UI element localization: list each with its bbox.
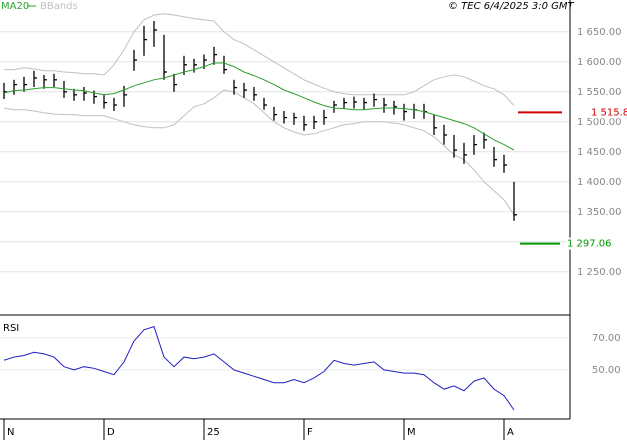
y-tick-label: 1 650.00	[577, 27, 622, 38]
ma-line	[3, 62, 515, 151]
level-label: 1 297.06	[567, 239, 612, 250]
x-tick-label: D	[107, 427, 115, 438]
y-tick-label: 1 350.00	[577, 207, 622, 218]
y-tick-label: 1 450.00	[577, 147, 622, 158]
bband-lower	[3, 89, 515, 216]
legend-label: BBands	[40, 1, 78, 12]
y-tick-label: 1 500.00	[577, 117, 622, 128]
x-tick-label: F	[307, 427, 313, 438]
x-tick-label: A	[507, 427, 514, 438]
level-label: 1 515.8	[591, 107, 627, 118]
source: © TEC 6/4/2025 3:0 GMT	[448, 1, 575, 12]
legend-label: MA20	[1, 1, 29, 12]
y-tick-label: 1 400.00	[577, 177, 622, 188]
x-tick-label: M	[407, 427, 416, 438]
y-tick-label: 50.00	[592, 365, 621, 376]
x-tick-label: 25	[207, 427, 220, 438]
y-tick-label: 1 550.00	[577, 87, 622, 98]
rsi-line	[3, 325, 515, 411]
bband-upper	[4, 13, 515, 106]
level-label-bg	[566, 237, 626, 250]
y-tick-label: 70.00	[592, 333, 621, 344]
y-tick-label: 1 600.00	[577, 57, 622, 68]
y-tick-label: 1 250.00	[577, 267, 622, 278]
x-tick-label: N	[7, 427, 14, 438]
rsi-title: RSI	[3, 323, 19, 334]
level-label-bg	[590, 106, 626, 119]
